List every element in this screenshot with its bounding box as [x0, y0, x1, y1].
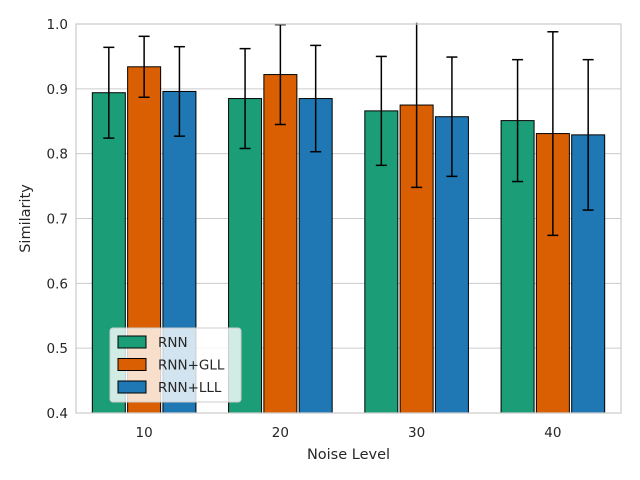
x-axis-label: Noise Level [307, 447, 390, 463]
y-tick-labels: 0.4 0.5 0.6 0.7 0.8 0.9 1.0 [47, 17, 68, 422]
legend: RNN RNN+GLL RNN+LLL [109, 327, 242, 403]
y-tick-label: 0.4 [47, 406, 68, 422]
legend-label: RNN+LLL [158, 380, 222, 396]
legend-swatch [117, 380, 147, 394]
error-bars [103, 22, 594, 237]
y-tick-label: 1.0 [47, 17, 68, 33]
legend-label: RNN [158, 335, 188, 351]
legend-label: RNN+GLL [158, 358, 225, 374]
y-axis-label: Similarity [18, 184, 34, 253]
x-tick-labels: 10 20 30 40 [136, 425, 562, 441]
y-tick-label: 0.8 [47, 147, 68, 163]
bars [91, 66, 606, 414]
bar-rnn-30 [364, 110, 399, 414]
plot-frame [75, 23, 622, 414]
y-tick-label: 0.9 [47, 82, 68, 98]
legend-swatch [117, 335, 147, 349]
y-tick-label: 0.5 [47, 341, 68, 357]
y-tick-label: 0.6 [47, 276, 68, 292]
x-tick-label: 30 [408, 425, 425, 441]
y-tick-label: 0.7 [47, 212, 68, 228]
x-tick-label: 40 [544, 425, 561, 441]
legend-swatch [117, 358, 147, 371]
bar-rnn-gll-20 [263, 74, 298, 414]
bar-rnn-gll-30 [399, 104, 434, 414]
x-tick-label: 20 [272, 425, 289, 441]
x-tick-label: 10 [136, 425, 153, 441]
